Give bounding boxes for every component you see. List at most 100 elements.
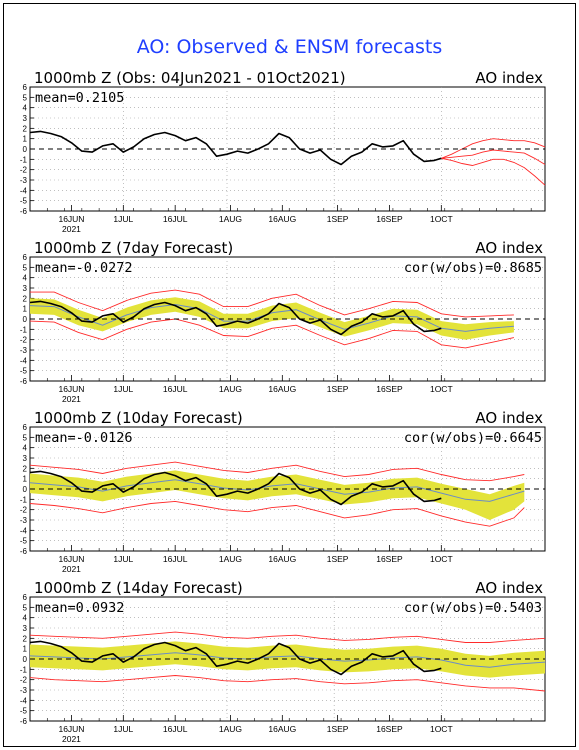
- x-tick-label: 16AUG: [268, 724, 296, 734]
- panel-4-title: 1000mb Z (14day Forecast): [34, 579, 243, 597]
- ensemble-min-line: [29, 500, 525, 527]
- x-tick-label: 16SEP: [376, 724, 403, 734]
- forecast-member-mid: [441, 149, 546, 165]
- y-tick-label: 5: [23, 433, 28, 442]
- observed-ao-line: [29, 300, 442, 336]
- y-tick-label: 6: [23, 593, 28, 602]
- x-tick-label: 1AUG: [219, 724, 242, 734]
- y-tick-label: -6: [20, 547, 28, 556]
- mean-annotation: mean=0.2105: [35, 90, 124, 106]
- x-tick-label: 16JUN: [58, 214, 84, 224]
- figure-title: AO: Observed & ENSM forecasts: [136, 36, 443, 58]
- y-tick-label: -1: [20, 155, 28, 164]
- y-tick-label: 2: [23, 294, 28, 303]
- observed-ao-line: [29, 130, 442, 166]
- y-tick-label: 4: [23, 104, 28, 113]
- x-tick-label: 16AUG: [268, 384, 296, 394]
- y-tick-label: -1: [20, 665, 28, 674]
- x-tick-label: 1SEP: [327, 554, 349, 564]
- y-tick-label: 1: [23, 645, 28, 654]
- ensemble-min-line: [29, 318, 514, 349]
- y-tick-label: -5: [20, 537, 28, 546]
- x-tick-label: 16AUG: [268, 214, 296, 224]
- correlation-annotation: cor(w/obs)=0.5403: [404, 600, 542, 616]
- y-tick-label: -1: [20, 495, 28, 504]
- x-year-label: 2021: [62, 564, 81, 574]
- y-tick-label: 3: [23, 454, 28, 463]
- y-tick-label: -2: [20, 336, 28, 345]
- x-tick-label: 1OCT: [430, 554, 453, 564]
- mean-annotation: mean=0.0932: [35, 600, 124, 616]
- ensemble-max-line: [29, 461, 525, 482]
- forecast-member-low: [441, 157, 546, 186]
- ensemble-max-line: [29, 631, 546, 643]
- x-tick-label: 1JUL: [113, 554, 133, 564]
- x-year-label: 2021: [62, 224, 81, 234]
- ensemble-mean-line: [29, 479, 525, 502]
- x-tick-label: 1SEP: [327, 384, 349, 394]
- y-tick-label: 0: [23, 655, 28, 664]
- panel-3-title: 1000mb Z (10day Forecast): [34, 409, 243, 427]
- correlation-annotation: cor(w/obs)=0.8685: [404, 260, 542, 276]
- x-tick-label: 16SEP: [376, 214, 403, 224]
- y-tick-label: 5: [23, 603, 28, 612]
- y-tick-label: 5: [23, 93, 28, 102]
- forecast-member-high: [441, 138, 546, 159]
- y-tick-label: -4: [20, 526, 28, 535]
- y-tick-label: 3: [23, 624, 28, 633]
- x-tick-label: 1JUL: [113, 724, 133, 734]
- y-tick-label: 1: [23, 475, 28, 484]
- y-tick-label: -3: [20, 686, 28, 695]
- x-tick-label: 16JUL: [163, 724, 188, 734]
- observed-ao-line: [29, 470, 442, 506]
- x-tick-label: 16JUL: [163, 384, 188, 394]
- panel-1-title: 1000mb Z (Obs: 04Jun2021 - 01Oct2021): [34, 69, 346, 87]
- mean-annotation: mean=-0.0272: [35, 260, 133, 276]
- x-tick-label: 16JUL: [163, 554, 188, 564]
- y-tick-label: 4: [23, 444, 28, 453]
- ensemble-spread-band: [30, 641, 545, 678]
- y-tick-label: 0: [23, 315, 28, 324]
- y-tick-label: 6: [23, 83, 28, 92]
- panel-2-title: 1000mb Z (7day Forecast): [34, 239, 234, 257]
- observed-ao-line: [29, 640, 442, 676]
- ensemble-min-line: [29, 675, 546, 692]
- x-tick-label: 1AUG: [219, 214, 242, 224]
- y-tick-label: 0: [23, 145, 28, 154]
- panel-3: 65 432 10-1 -2-3-4 -5-6 16JUN 1JUL 16JUL 1AUG 16A…: [20, 423, 546, 574]
- mean-annotation: mean=-0.0126: [35, 430, 133, 446]
- x-tick-label: 1AUG: [219, 384, 242, 394]
- y-tick-label: 2: [23, 124, 28, 133]
- y-tick-label: -6: [20, 207, 28, 216]
- correlation-annotation: cor(w/obs)=0.6645: [404, 430, 542, 446]
- panel-3-index-label: AO index: [475, 409, 543, 427]
- x-tick-label: 16SEP: [376, 554, 403, 564]
- y-tick-label: -5: [20, 707, 28, 716]
- y-tick-label: -1: [20, 325, 28, 334]
- y-tick-label: -4: [20, 186, 28, 195]
- x-tick-label: 16JUN: [58, 384, 84, 394]
- panel-2: 65 432 10-1 -2-3-4 -5-6 16JUN 1JUL 16JUL 1AUG 16A…: [20, 253, 546, 404]
- y-tick-label: 2: [23, 464, 28, 473]
- x-tick-label: 1SEP: [327, 214, 349, 224]
- x-tick-label: 1JUL: [113, 214, 133, 224]
- ensemble-mean-line: [29, 652, 546, 668]
- panel-4: 65 432 10-1 -2-3-4 -5-6 16JUN 1JUL 16JUL 1AUG 16A…: [20, 593, 546, 744]
- y-tick-label: -6: [20, 717, 28, 726]
- x-tick-label: 16AUG: [268, 554, 296, 564]
- y-tick-label: -2: [20, 166, 28, 175]
- ensemble-mean-line: [29, 303, 514, 332]
- y-tick-label: -5: [20, 197, 28, 206]
- y-tick-label: 1: [23, 135, 28, 144]
- ensemble-max-line: [30, 289, 514, 318]
- figure-frame: [3, 3, 576, 747]
- panel-1-index-label: AO index: [475, 69, 543, 87]
- x-tick-label: 1JUL: [113, 384, 133, 394]
- y-tick-label: 6: [23, 423, 28, 432]
- y-tick-label: -3: [20, 346, 28, 355]
- x-year-label: 2021: [62, 734, 81, 744]
- y-tick-label: 0: [23, 485, 28, 494]
- y-tick-label: 6: [23, 253, 28, 262]
- panel-1: 65 432 10-1 -2-3-4 -5-6 16JUN 1JUL 16JUL 1AUG 16A…: [20, 83, 546, 234]
